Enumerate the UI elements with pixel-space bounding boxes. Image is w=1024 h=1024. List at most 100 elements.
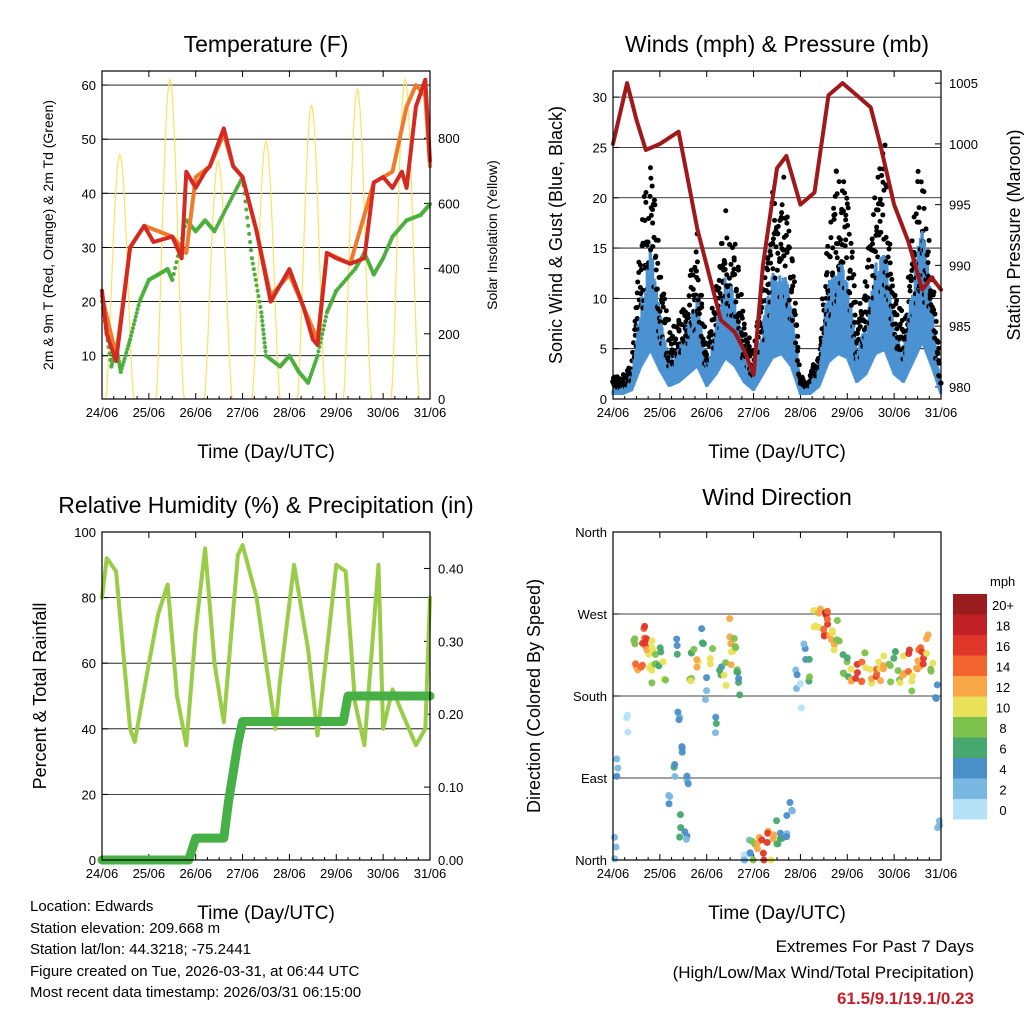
direction-point [657,648,665,656]
gust-point [877,218,883,224]
gust-point [704,351,710,357]
legend-swatch [953,676,987,697]
gust-point [693,249,699,255]
direction-point [823,615,831,623]
direction-point [919,660,927,668]
gust-point [716,277,722,283]
direction-point [641,622,649,630]
direction-point [800,640,808,648]
gust-point [877,166,883,172]
gust-point [789,318,795,324]
dewpoint-point [256,294,261,299]
gust-point [655,260,661,266]
gust-point [662,296,668,302]
dewpoint-point [244,207,249,212]
gust-point [862,279,868,285]
y-right-tick-label: 995 [949,198,971,213]
dewpoint-point [252,272,257,277]
gust-point [932,311,938,317]
direction-point [722,681,730,689]
direction-point [806,673,814,681]
direction-point [909,672,917,680]
gust-point [643,190,649,196]
gust-point [819,296,825,302]
gust-point [833,168,839,174]
gust-point [653,267,659,273]
direction-point [830,646,838,654]
gust-point [770,266,776,272]
dewpoint-point [322,323,327,328]
direction-point [776,829,784,837]
direction-point [613,755,621,763]
y-tick-label: East [581,771,607,786]
gust-point [925,260,931,266]
humidity-frame [101,531,431,861]
gust-point [666,317,672,323]
direction-point [693,656,701,664]
gust-point [933,318,939,324]
direction-point [678,748,686,756]
winds-plot: 0 5 10 15 20 25 30 980 985 990 995 1000 1005 24/06 25/… [593,70,978,420]
y-tick-label: 15 [593,241,607,256]
gust-point [654,286,660,292]
y-right-tick-label: 0.40 [438,561,463,576]
x-tick-label: 31/06 [925,405,958,420]
y-tick-label: 25 [593,140,607,155]
y-tick-label: 10 [593,291,607,306]
gust-point [657,319,663,325]
gust-point [930,292,936,298]
direction-point [896,679,904,687]
dewpoint-point [258,304,263,309]
gust-point [735,319,741,325]
dewpoint-point [118,369,123,374]
direction-point [641,639,649,647]
direction-point [853,669,861,677]
direction-point [703,687,711,695]
gust-point [694,259,700,265]
gust-point [840,259,846,265]
dewpoint-point [128,337,133,342]
gust-point [693,292,699,298]
dewpoint-point [121,360,126,365]
direction-point [681,828,689,836]
y-tick-label: 30 [593,90,607,105]
dewpoint-point [174,260,179,265]
direction-point [923,649,931,657]
direction-point [796,680,804,688]
direction-point [847,665,855,673]
dewpoint-point [173,266,178,271]
gust-point [733,299,739,305]
gust-point [695,277,701,283]
gust-point [775,223,781,229]
gust-point [908,273,914,279]
gust-point [667,330,673,336]
precipitation-line [97,691,435,865]
dewpoint-point [124,350,129,355]
humidity-line [100,543,432,748]
y-right-tick-label: 1000 [949,137,978,152]
dewpoint-point [253,277,258,282]
gust-point [870,241,876,247]
gust-point [673,336,679,342]
gust-point [726,275,732,281]
legend-swatch [953,737,987,758]
dewpoint-point [249,248,254,253]
extremes-values: 61.5/9.1/19.1/0.23 [836,989,974,1008]
gust-point [913,211,919,217]
x-tick-label: 26/06 [690,866,723,881]
direction-point [891,647,899,655]
direction-point [858,678,866,686]
gust-point [630,349,636,355]
x-tick-label: 25/06 [644,405,677,420]
gust-point [652,202,658,208]
gust-point [921,189,927,195]
gust-point [650,207,656,213]
gust-point [647,193,653,199]
gust-point [728,261,734,267]
y-tick-label: West [578,607,608,622]
gust-point [925,249,931,255]
gust-point [765,267,771,273]
gust-point [832,211,838,217]
9m-temperature-line [100,83,432,358]
gust-point [717,290,723,296]
